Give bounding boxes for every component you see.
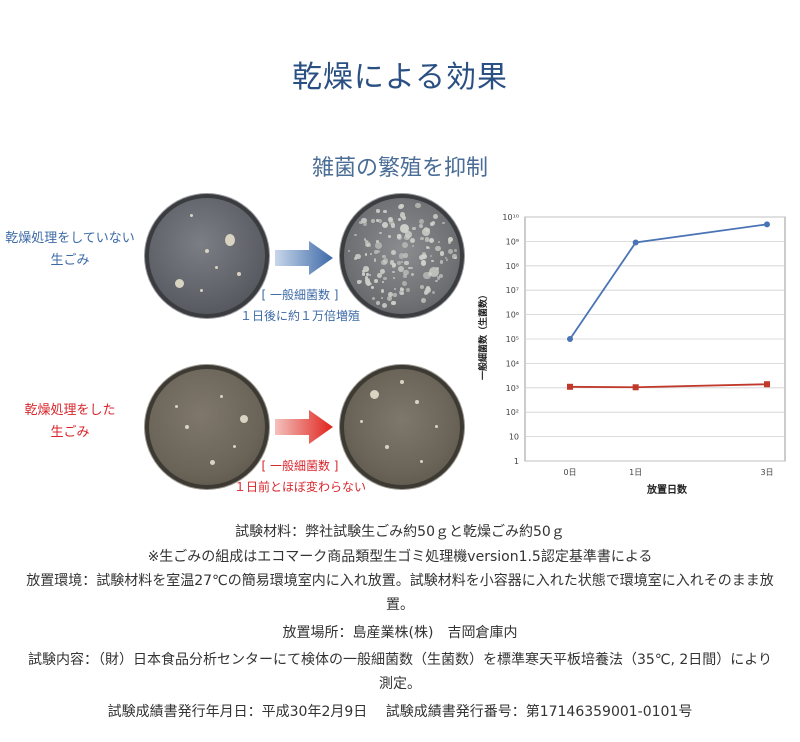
y-tick-label: 10²: [506, 408, 519, 417]
data-point: [632, 239, 639, 246]
treated-label-line2: 生ごみ: [50, 425, 90, 440]
y-tick-label: 10⁵: [506, 335, 519, 344]
data-point: [567, 383, 573, 390]
x-axis-label: 放置日数: [646, 483, 688, 496]
y-tick-label: 10⁷: [506, 286, 519, 295]
treated-note-text: １日前とほぼ変わらない: [233, 480, 366, 494]
untreated-note-text: １日後に約１万倍増殖: [239, 309, 360, 323]
x-tick-label: 0日: [563, 468, 576, 477]
untreated-note: [ 一般細菌数 ] １日後に約１万倍増殖: [225, 285, 375, 327]
section-subtitle: 雑菌の繁殖を抑制: [311, 156, 488, 181]
footer-line: 試験成績書発行年月日：平成30年2月9日 試験成績書発行番号：第17146359…: [107, 704, 693, 720]
y-tick-label: 10¹⁰: [502, 213, 519, 222]
y-tick-label: 10⁶: [506, 311, 519, 320]
data-point: [764, 381, 770, 388]
y-tick-labels: 1 10 10² 10³ 10⁴ 10⁵ 10⁶ 10⁷ 10⁸ 10⁹ 10¹⁰: [502, 213, 519, 466]
y-tick-label: 10⁸: [506, 262, 519, 271]
footer-line: ※生ごみの組成はエコマーク商品類型生ゴミ処理機version1.5認定基準書によ…: [147, 549, 653, 565]
y-tick-label: 10³: [506, 384, 519, 393]
footer-line: 放置環境：試験材料を室温27℃の簡易環境室内に入れ放置。試験材料を小容器に入れた…: [26, 573, 774, 589]
treated-label-line1: 乾燥処理をした: [24, 403, 116, 418]
data-point: [567, 336, 573, 342]
petri-dish-treated-before: [145, 365, 269, 489]
y-tick-label: 1: [514, 457, 519, 466]
untreated-label: 乾燥処理をしていない 生ごみ: [0, 228, 140, 272]
data-point: [764, 221, 770, 228]
chart-series: [567, 221, 770, 391]
treated-note: [ 一般細菌数 ] １日前とほぼ変わらない: [225, 456, 375, 498]
petri-dish-untreated-before: [145, 194, 269, 318]
petri-dish-treated-after: [340, 365, 464, 489]
data-point: [632, 384, 639, 391]
petri-dish-untreated-after: [340, 194, 464, 318]
untreated-note-heading: [ 一般細菌数 ]: [261, 288, 339, 302]
footer-line: 測定。: [379, 676, 421, 692]
chart-grid: [524, 216, 786, 462]
y-tick-label: 10⁹: [506, 237, 519, 246]
x-tick-label: 3日: [760, 468, 773, 477]
footer-line: 試験材料：弊社試験生ごみ約50ｇと乾燥ごみ約50ｇ: [235, 524, 565, 540]
untreated-label-line1: 乾燥処理をしていない: [5, 231, 135, 246]
x-tick-label: 1日: [629, 468, 642, 477]
page-title: 乾燥による効果: [291, 60, 509, 95]
treated-note-heading: [ 一般細菌数 ]: [261, 459, 339, 473]
untreated-label-line2: 生ごみ: [50, 253, 90, 268]
y-axis-label: 一般細菌数（生菌数）: [477, 290, 489, 380]
footer-line: 置。: [386, 597, 414, 613]
arrow-right-red-icon: [275, 410, 333, 444]
treated-label: 乾燥処理をした 生ごみ: [0, 400, 140, 444]
x-tick-labels: 0日 1日 3日: [563, 468, 773, 477]
bacteria-count-chart: 1 10 10² 10³ 10⁴ 10⁵ 10⁶ 10⁷ 10⁸ 10⁹ 10¹⁰ 0日 1日 3日 一…: [477, 213, 786, 496]
y-tick-label: 10: [509, 433, 519, 442]
y-tick-label: 10⁴: [506, 359, 519, 368]
arrow-right-blue-icon: [275, 241, 333, 275]
footer-line: 放置場所：島産業株(株) 吉岡倉庫内: [282, 625, 518, 641]
footer-line: 試験内容：（財）日本食品分析センターにて検体の一般細菌数（生菌数）を標準寒天平板…: [27, 652, 773, 668]
